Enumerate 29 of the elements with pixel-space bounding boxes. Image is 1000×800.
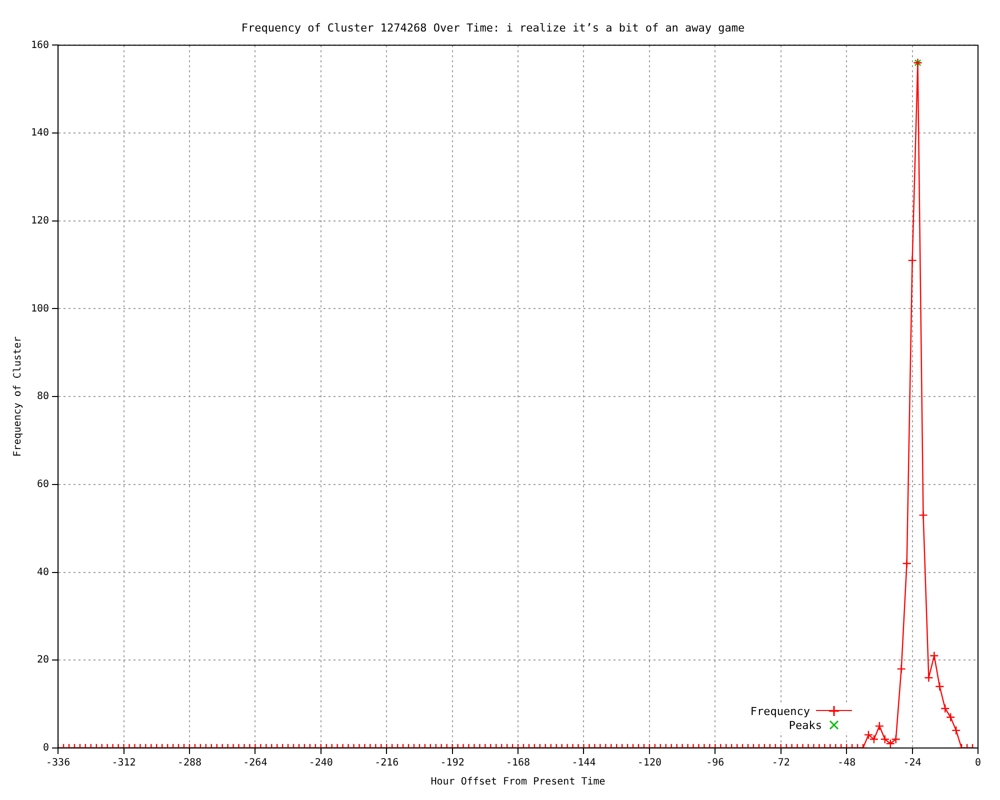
y-tick-label: 140 (31, 128, 50, 139)
y-tick-label: 120 (31, 215, 50, 226)
x-tick-label: -336 (46, 758, 70, 769)
x-tick-label: -72 (772, 758, 790, 769)
y-tick-label: 80 (37, 391, 50, 402)
x-tick-label: -48 (838, 758, 856, 769)
x-tick-label: -288 (177, 758, 202, 769)
x-tick-label: -192 (440, 758, 464, 769)
y-tick-label: 100 (31, 303, 50, 314)
x-tick-label: -168 (506, 758, 530, 769)
x-tick-label: -216 (374, 758, 399, 769)
x-tick-label: -240 (308, 758, 333, 769)
y-tick-label: 20 (37, 654, 50, 666)
x-axis-title: Hour Offset From Present Time (430, 776, 606, 788)
x-tick-label: -312 (112, 758, 136, 769)
y-tick-label: 40 (37, 566, 50, 578)
chart-title: Frequency of Cluster 1274268 Over Time: i realize it’s a bit of an away game (241, 21, 745, 34)
x-tick-label: -120 (637, 758, 662, 769)
legend-label: Frequency (750, 704, 810, 718)
x-tick-label: -264 (243, 758, 268, 769)
y-tick-label: 160 (31, 40, 50, 51)
x-tick-label: 0 (974, 758, 982, 769)
x-tick-label: -144 (572, 758, 596, 769)
y-tick-label: 0 (43, 742, 50, 754)
y-axis-title: Frequency of Cluster (12, 336, 24, 457)
x-tick-label: -96 (706, 758, 724, 769)
legend-label: Peaks (788, 718, 822, 732)
y-tick-label: 60 (37, 479, 50, 490)
x-tick-label: -24 (903, 758, 922, 769)
